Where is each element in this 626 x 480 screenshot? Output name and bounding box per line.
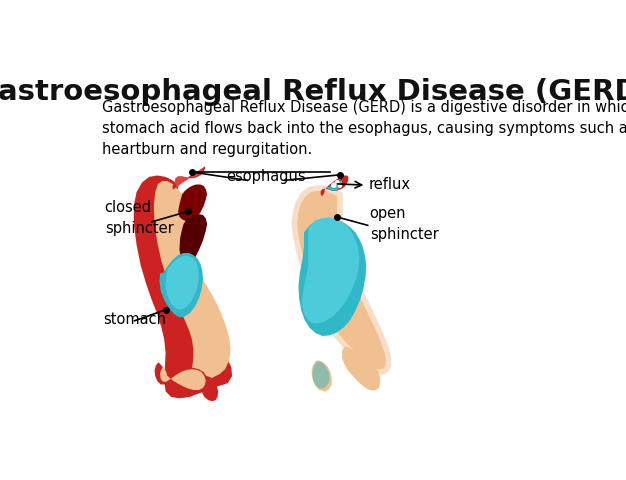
Polygon shape xyxy=(327,181,342,192)
Polygon shape xyxy=(299,218,366,336)
Polygon shape xyxy=(178,185,207,222)
Polygon shape xyxy=(302,217,359,324)
Polygon shape xyxy=(297,192,386,370)
Text: open
sphincter: open sphincter xyxy=(370,206,438,242)
Polygon shape xyxy=(173,167,205,190)
Polygon shape xyxy=(155,362,208,394)
Text: Gastroesophageal Reflux Disease (GERD): Gastroesophageal Reflux Disease (GERD) xyxy=(0,77,626,105)
Circle shape xyxy=(336,181,339,185)
Polygon shape xyxy=(200,376,218,401)
Polygon shape xyxy=(321,176,348,197)
Polygon shape xyxy=(154,181,230,387)
Polygon shape xyxy=(134,176,232,398)
Polygon shape xyxy=(160,253,203,318)
Circle shape xyxy=(339,185,341,188)
Circle shape xyxy=(332,184,336,188)
Text: closed
sphincter: closed sphincter xyxy=(105,200,173,236)
Polygon shape xyxy=(175,168,203,189)
Polygon shape xyxy=(342,348,380,391)
Polygon shape xyxy=(160,367,206,390)
Polygon shape xyxy=(312,360,332,392)
Text: reflux: reflux xyxy=(369,177,411,192)
Polygon shape xyxy=(180,215,207,266)
Text: stomach: stomach xyxy=(103,312,167,326)
Text: Gastroesophageal Reflux Disease (GERD) is a digestive disorder in which
stomach : Gastroesophageal Reflux Disease (GERD) i… xyxy=(102,100,626,157)
Polygon shape xyxy=(166,256,199,310)
Polygon shape xyxy=(312,361,330,389)
Text: esophagus: esophagus xyxy=(226,168,305,184)
